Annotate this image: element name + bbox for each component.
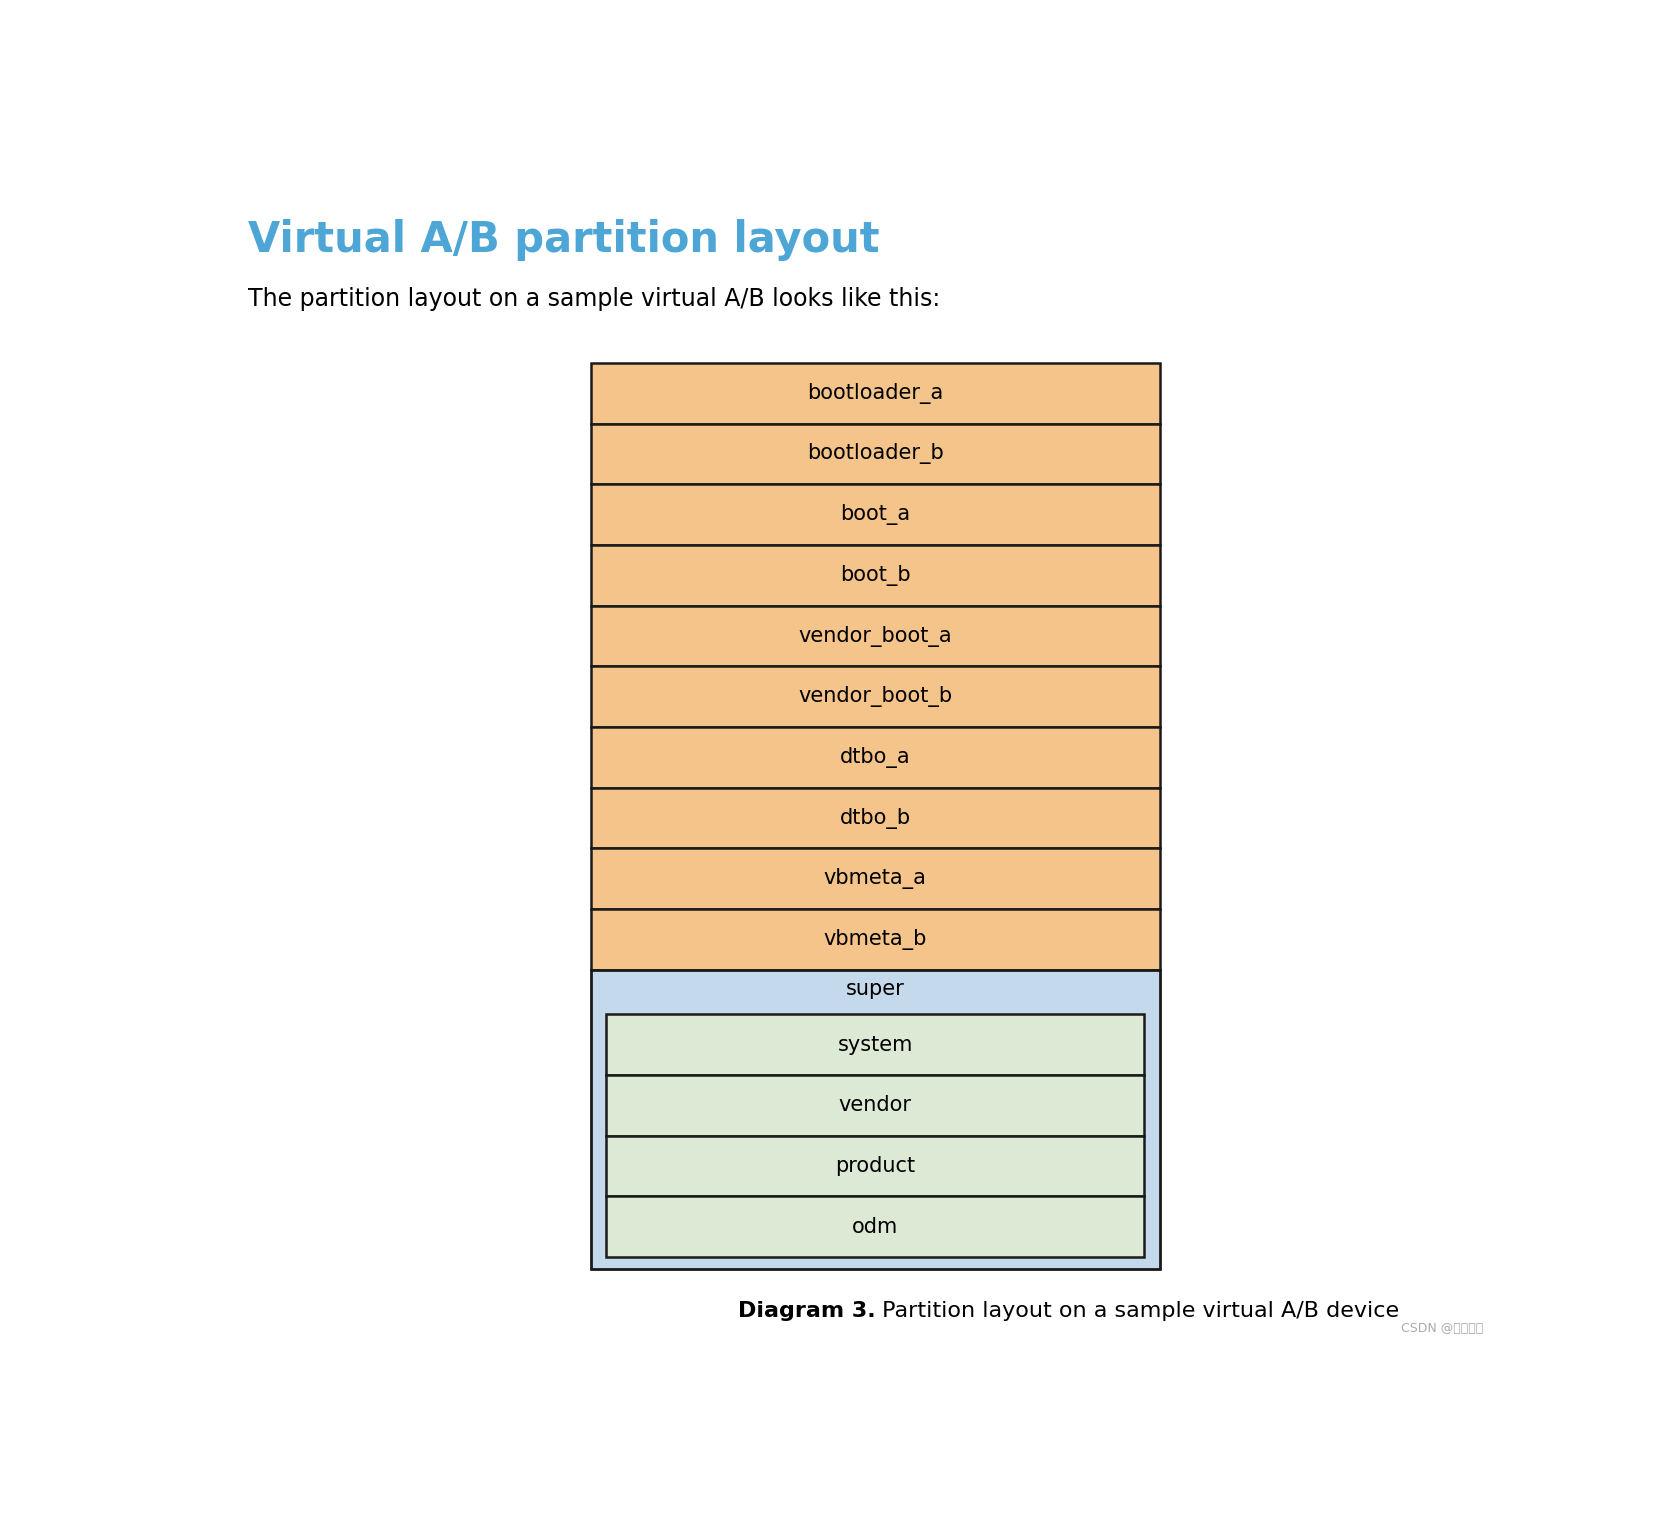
Bar [591, 849, 1161, 910]
Text: bootloader_b: bootloader_b [807, 443, 944, 464]
Bar [591, 423, 1161, 484]
Text: boot_b: boot_b [840, 565, 910, 585]
Text: system: system [838, 1034, 913, 1055]
Text: vbmeta_a: vbmeta_a [823, 869, 927, 890]
Bar [591, 910, 1161, 970]
Text: dtbo_a: dtbo_a [840, 747, 910, 769]
Bar [591, 970, 1161, 1269]
Text: bootloader_a: bootloader_a [807, 382, 944, 403]
Bar [606, 1075, 1144, 1135]
Bar [591, 484, 1161, 544]
Bar [591, 788, 1161, 849]
Text: Diagram 3.: Diagram 3. [738, 1301, 875, 1322]
Text: vbmeta_b: vbmeta_b [823, 929, 927, 951]
Bar [591, 544, 1161, 606]
Text: CSDN @沧看世界: CSDN @沧看世界 [1401, 1322, 1483, 1336]
Bar [606, 1135, 1144, 1196]
Bar [591, 667, 1161, 728]
Text: super: super [847, 978, 905, 999]
Text: Virtual A/B partition layout: Virtual A/B partition layout [247, 220, 878, 261]
Text: vendor_boot_b: vendor_boot_b [798, 687, 952, 706]
Text: The partition layout on a sample virtual A/B looks like this:: The partition layout on a sample virtual… [247, 287, 940, 311]
Bar [591, 728, 1161, 788]
Text: vendor_boot_a: vendor_boot_a [798, 626, 952, 646]
Bar [606, 1014, 1144, 1075]
Bar [606, 1196, 1144, 1257]
Bar [591, 606, 1161, 667]
Text: dtbo_b: dtbo_b [840, 808, 910, 829]
Text: vendor: vendor [838, 1095, 912, 1116]
Text: odm: odm [852, 1217, 898, 1237]
Text: boot_a: boot_a [840, 505, 910, 525]
Bar [591, 362, 1161, 423]
Text: Partition layout on a sample virtual A/B device: Partition layout on a sample virtual A/B… [875, 1301, 1399, 1322]
Text: product: product [835, 1157, 915, 1176]
